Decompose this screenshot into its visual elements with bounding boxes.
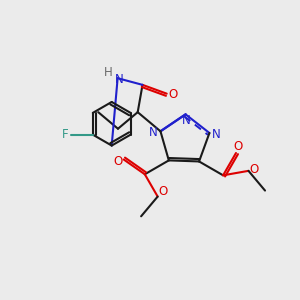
Text: F: F	[62, 128, 68, 141]
Text: N: N	[212, 128, 221, 142]
Text: H: H	[104, 66, 113, 79]
Text: O: O	[233, 140, 243, 153]
Text: O: O	[168, 88, 177, 101]
Text: N: N	[115, 73, 124, 86]
Text: O: O	[158, 185, 167, 198]
Text: N: N	[182, 114, 191, 127]
Text: O: O	[113, 155, 122, 168]
Text: O: O	[250, 164, 259, 176]
Text: N: N	[149, 126, 158, 139]
